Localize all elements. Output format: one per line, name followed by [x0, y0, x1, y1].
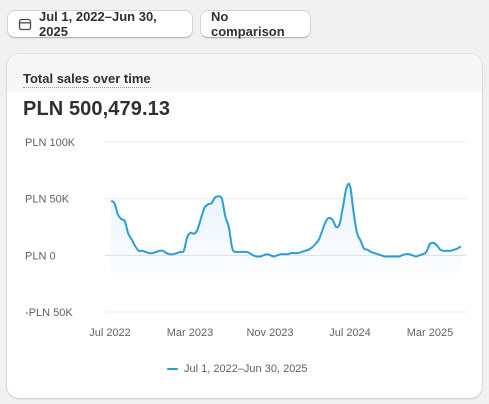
x-tick-label: Jul 2024 — [329, 327, 371, 339]
card-title[interactable]: Total sales over time — [23, 71, 151, 88]
sales-line-chart[interactable]: PLN 100K PLN 50K PLN 0 -PLN 50K Jul 2022 Mar… — [7, 54, 482, 398]
date-range-button[interactable]: Jul 1, 2022–Jun 30, 2025 — [7, 9, 193, 39]
x-tick-label: Jul 2022 — [89, 327, 131, 339]
chart-grid — [105, 141, 466, 313]
series-area — [111, 183, 461, 274]
y-tick-label: PLN 0 — [25, 250, 56, 262]
y-tick-label: PLN 50K — [25, 194, 70, 206]
comparison-button[interactable]: No comparison — [200, 9, 311, 39]
y-tick-label: -PLN 50K — [25, 307, 73, 319]
y-tick-label: PLN 100K — [25, 137, 76, 149]
series-line[interactable] — [110, 182, 462, 258]
total-sales-value: PLN 500,479.13 — [23, 98, 171, 120]
x-tick-label: Mar 2025 — [407, 327, 453, 339]
y-axis-ticks: PLN 100K PLN 50K PLN 0 -PLN 50K — [25, 137, 76, 319]
date-range-label: Jul 1, 2022–Jun 30, 2025 — [39, 9, 157, 39]
sales-card: Total sales over time PLN 500,479.13 PLN… — [7, 54, 482, 398]
legend-label: Jul 1, 2022–Jun 30, 2025 — [184, 363, 308, 375]
card-header — [7, 54, 482, 92]
x-axis-ticks: Jul 2022 Mar 2023 Nov 2023 Jul 2024 Mar 2025 — [89, 327, 453, 339]
x-tick-label: Mar 2023 — [167, 327, 213, 339]
x-tick-label: Nov 2023 — [246, 327, 293, 339]
calendar-icon — [18, 17, 32, 31]
comparison-label: No comparison — [211, 9, 285, 39]
chart-legend[interactable]: Jul 1, 2022–Jun 30, 2025 — [167, 363, 308, 375]
legend-swatch — [167, 368, 178, 370]
